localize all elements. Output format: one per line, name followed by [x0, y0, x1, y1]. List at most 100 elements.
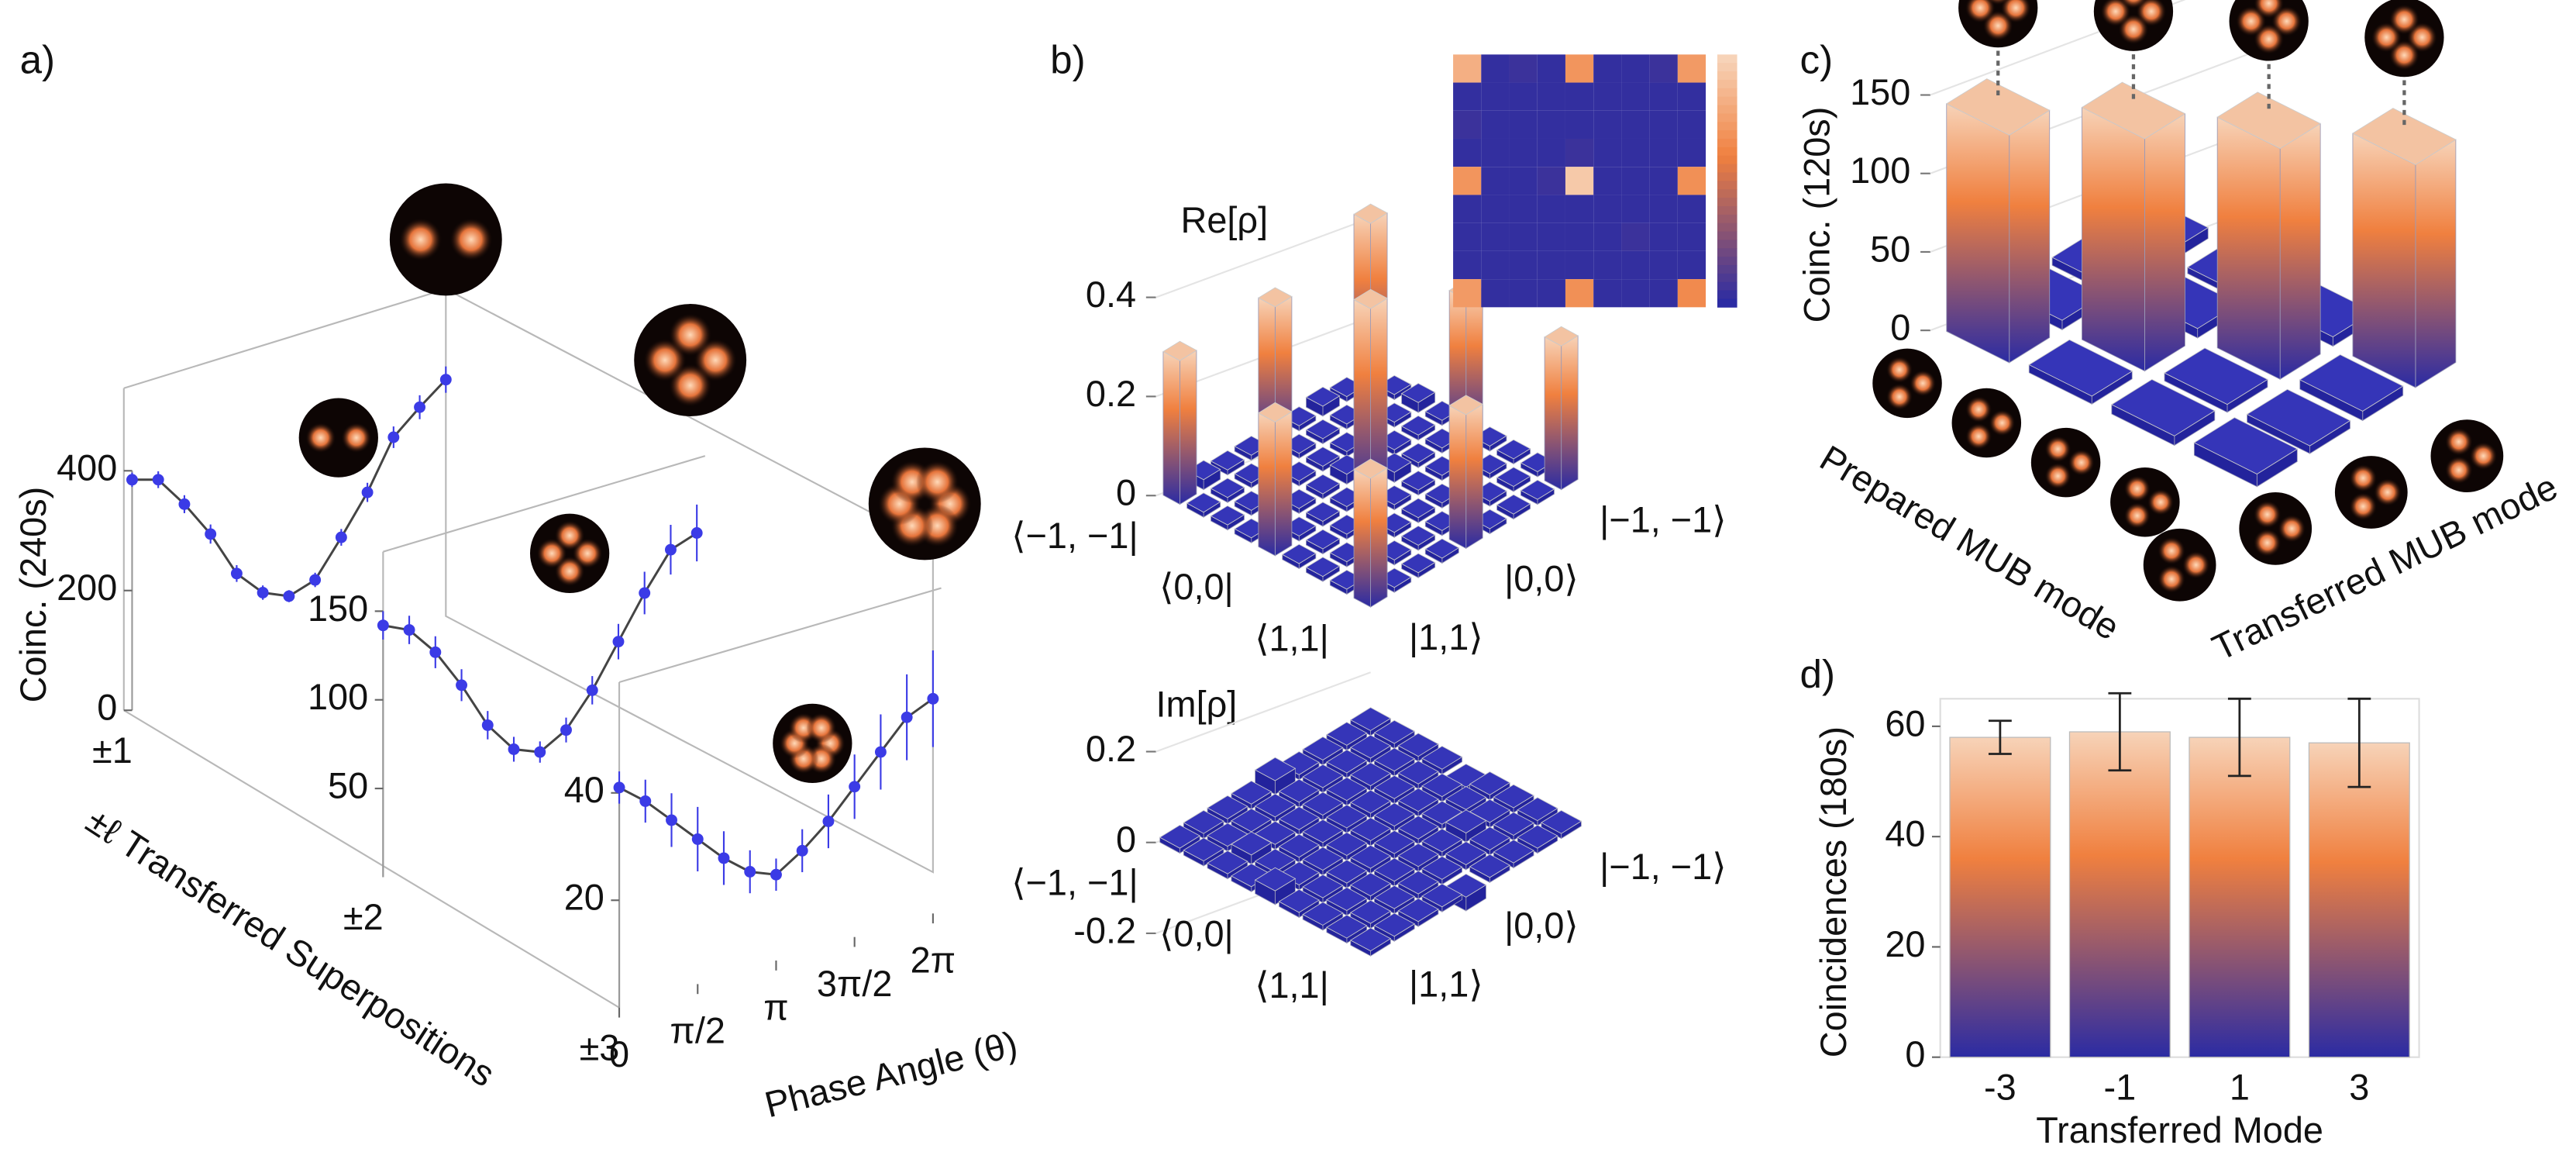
bar-3d [2110, 378, 2216, 447]
icon-lobe [1965, 0, 1996, 23]
bar-3d [1302, 874, 1344, 904]
z-tick-label: 50 [1870, 229, 1910, 269]
mode-icon [2229, 0, 2309, 61]
icon-lobe [1989, 409, 2016, 436]
heatmap-cell [1649, 222, 1678, 251]
bar-3d [1496, 494, 1531, 520]
heatmap-cell [1537, 279, 1565, 308]
bar-top [2216, 91, 2322, 150]
z-tick-label: 0.2 [1086, 374, 1136, 414]
bar-top [1186, 492, 1221, 513]
bar-3d [2352, 108, 2457, 388]
data-point [205, 528, 217, 540]
col-label: |−1, −1⟩ [1600, 500, 1726, 540]
bar-3d [1159, 824, 1201, 854]
bar-3d [1469, 854, 1511, 884]
icon-disc [634, 304, 747, 416]
bar-top [1254, 793, 1297, 818]
bar-3d [1400, 498, 1436, 523]
heatmap-cell [1677, 54, 1706, 83]
panel-label: b) [1050, 37, 1085, 81]
bar-3d [1373, 774, 1416, 805]
bar-top [1207, 850, 1248, 874]
bar-top [1373, 885, 1416, 909]
bar-side [2352, 133, 2416, 388]
icon-lobe [1986, 0, 2009, 5]
bar-top [1302, 847, 1344, 871]
data-point [335, 531, 347, 543]
heatmap-cell [1509, 54, 1538, 83]
data-point [666, 814, 677, 826]
bar-3d [2193, 417, 2299, 488]
y-axis-label: Coincidences (180s) [1813, 726, 1854, 1057]
z-tick-label: 0 [1116, 473, 1136, 513]
mode-icon [2239, 491, 2313, 565]
bar-3d [1400, 470, 1436, 496]
heatmap-cell [1481, 250, 1510, 280]
bar-3d [1400, 525, 1436, 551]
bar-top [1349, 707, 1392, 731]
bar-top [1373, 912, 1416, 937]
y-axis-label: Coinc. (240s) [13, 487, 53, 703]
bar-top [1326, 804, 1368, 829]
bar-side [1946, 103, 2010, 364]
x-tick-label: π/2 [670, 1011, 725, 1051]
icon-lobe [2278, 515, 2306, 543]
heatmap-cell [1453, 167, 1482, 195]
heatmap-cell [1649, 82, 1678, 111]
bar-top [1397, 760, 1439, 785]
heatmap-cell [1677, 110, 1706, 139]
bar-top [1353, 458, 1388, 479]
data-point [456, 679, 468, 692]
heatmap-cell [1509, 167, 1538, 195]
colorbar-step [1717, 273, 1737, 283]
bar-top [1353, 203, 1388, 224]
heatmap-cell [1509, 110, 1538, 139]
bar-side [2279, 122, 2321, 380]
z-axis-label: Coinc. (120s) [1796, 107, 1837, 323]
bar-3d [1349, 734, 1392, 764]
bar-3d [1445, 841, 1487, 871]
z-tick-label: 0.4 [1086, 274, 1136, 315]
bar-side [2144, 112, 2185, 372]
bar-3d [1326, 749, 1368, 779]
heatmap-cell [1481, 110, 1510, 139]
bar-side [2082, 106, 2145, 372]
bar-top [1305, 474, 1341, 495]
bar-3d [1397, 760, 1439, 790]
mode-icon [2430, 419, 2504, 492]
mode-icon [2364, 0, 2444, 78]
colorbar-step [1717, 181, 1737, 190]
bar-3d [1302, 847, 1344, 876]
icon-lobe [449, 218, 493, 261]
heatmap-cell [1481, 279, 1510, 308]
icon-lobe [2182, 550, 2210, 579]
bar-3d [1210, 505, 1245, 531]
bar-top [1326, 749, 1368, 774]
heatmap-cell [1593, 54, 1622, 83]
colorbar-step [1717, 281, 1737, 291]
colorbar-step [1717, 205, 1737, 216]
bar-top [1400, 525, 1436, 546]
bar-3d [2164, 347, 2268, 413]
icon-lobe [1886, 356, 1913, 383]
bar-3d [1945, 78, 2051, 364]
data-point [377, 619, 389, 632]
bar-3d [1496, 439, 1531, 465]
bar-3d [1302, 902, 1344, 931]
heatmap-cell [1481, 54, 1510, 83]
colorbar-step [1717, 298, 1737, 308]
x-tick-label: -3 [1984, 1067, 2016, 1108]
data-point [796, 844, 808, 857]
bar-side [2216, 116, 2281, 380]
colorbar-step [1717, 130, 1737, 140]
heatmap-cell [1565, 222, 1594, 251]
bar-3d [1517, 797, 1558, 826]
mode-icon [2143, 528, 2216, 602]
data-point [691, 833, 704, 845]
bar-top [1400, 470, 1436, 491]
heatmap-cell [1593, 82, 1622, 111]
data-point [770, 868, 782, 881]
heatmap-cell [1621, 110, 1650, 139]
